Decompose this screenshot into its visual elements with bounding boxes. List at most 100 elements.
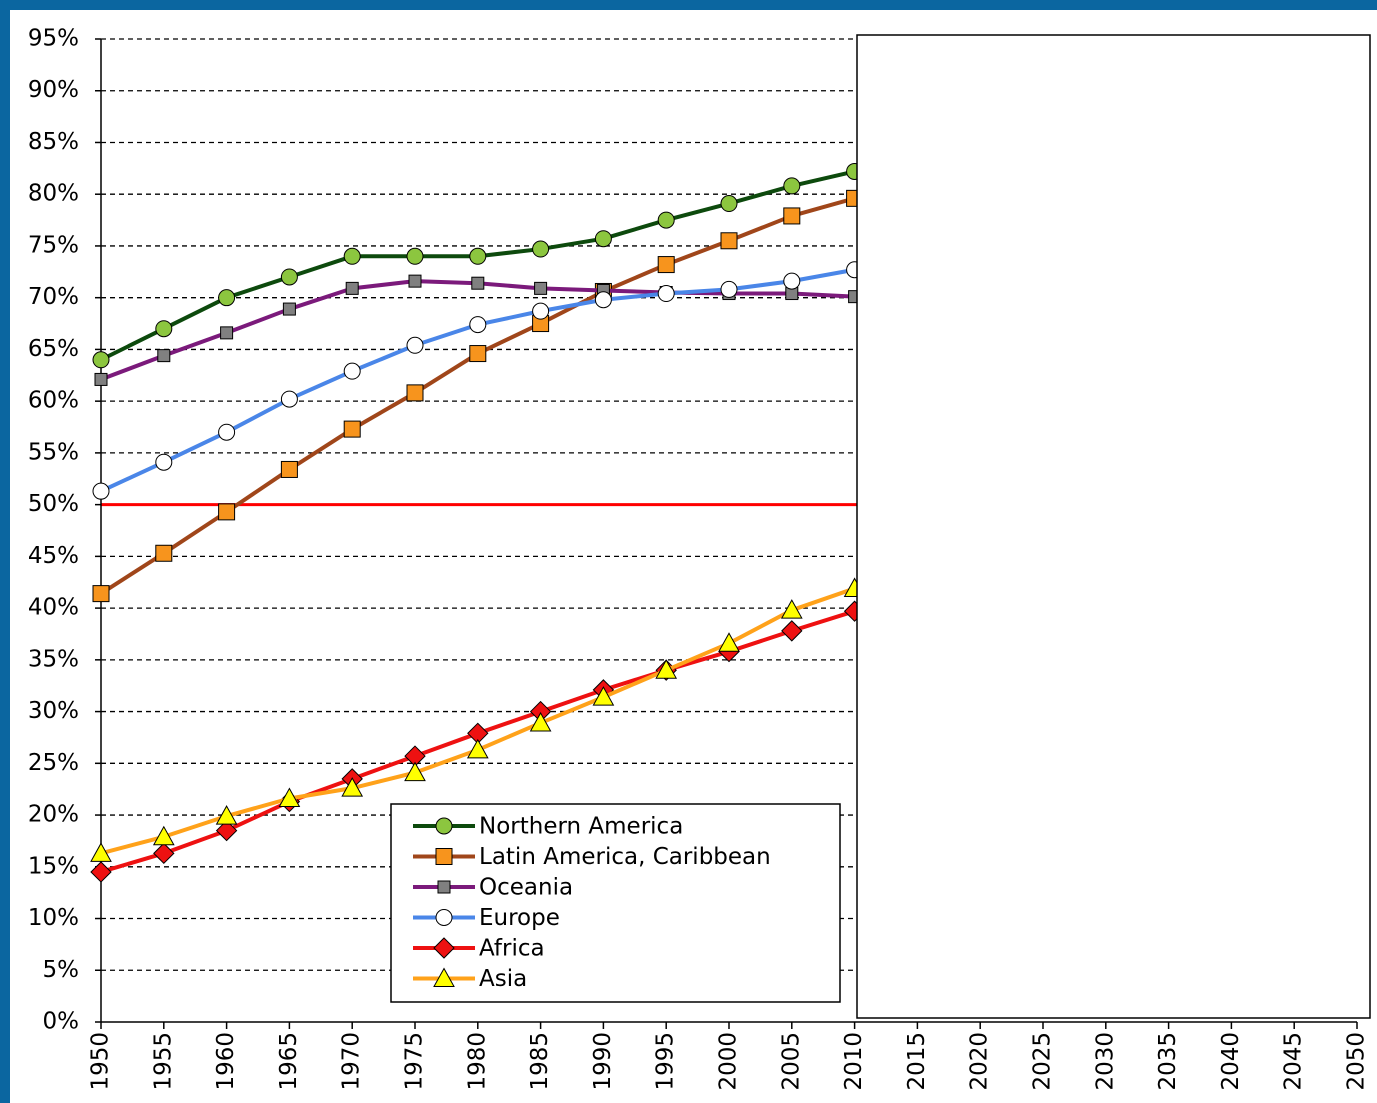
marker: [218, 503, 236, 521]
y-tick-label: 85%: [28, 129, 79, 155]
marker: [534, 281, 548, 295]
marker: [781, 620, 803, 642]
marker: [469, 345, 487, 363]
marker: [406, 384, 424, 402]
y-tick-label: 35%: [28, 646, 79, 672]
marker: [657, 285, 675, 303]
marker: [215, 819, 238, 842]
y-tick-label: 50%: [28, 491, 79, 517]
marker: [280, 460, 298, 478]
y-tick-label: 95%: [28, 26, 79, 52]
marker: [532, 302, 550, 320]
y-tick-label: 25%: [28, 750, 79, 776]
marker: [341, 777, 364, 797]
x-tick-label: 1985: [527, 1032, 553, 1091]
marker: [218, 289, 236, 307]
x-tick-label: 1995: [653, 1032, 679, 1091]
legend-marker: [433, 937, 455, 959]
legend: Northern America Latin America, Caribbean…: [390, 803, 841, 1003]
marker: [471, 276, 485, 290]
marker: [783, 272, 801, 290]
marker: [155, 544, 173, 562]
legend-marker: [435, 909, 453, 926]
legend-marker: [437, 880, 451, 894]
y-tick-label: 5%: [43, 957, 80, 983]
legend-marker: [435, 817, 453, 835]
legend-marker: [433, 967, 455, 987]
marker: [280, 390, 298, 408]
marker: [282, 302, 296, 316]
marker: [532, 240, 550, 258]
y-tick-label: 90%: [28, 77, 79, 103]
marker: [720, 195, 738, 213]
marker: [469, 247, 487, 265]
marker: [720, 232, 738, 250]
x-tick-label: 2045: [1281, 1032, 1307, 1091]
x-tick-label: 2000: [716, 1032, 742, 1091]
x-tick-label: 2010: [841, 1032, 867, 1091]
x-tick-label: 2040: [1218, 1032, 1244, 1091]
marker: [783, 177, 801, 195]
marker: [215, 805, 238, 825]
x-tick-label: 1955: [150, 1032, 176, 1091]
x-tick-label: 1990: [590, 1032, 616, 1091]
x-tick-label: 1950: [88, 1032, 114, 1091]
marker: [343, 420, 361, 438]
marker: [92, 585, 110, 603]
x-tick-label: 2015: [904, 1032, 930, 1091]
y-tick-label: 0%: [43, 1009, 80, 1035]
marker: [720, 280, 738, 298]
marker: [529, 711, 552, 732]
marker: [594, 230, 612, 248]
marker: [153, 842, 175, 865]
x-tick-label: 1965: [276, 1032, 302, 1091]
x-tick-label: 2005: [778, 1032, 804, 1091]
marker: [94, 372, 108, 386]
marker: [469, 316, 487, 334]
y-tick-label: 60%: [28, 388, 79, 414]
y-tick-label: 80%: [28, 181, 79, 207]
marker: [152, 825, 175, 846]
legend-label: Europe: [479, 905, 560, 931]
marker: [155, 453, 173, 471]
x-tick-label: 1960: [213, 1032, 239, 1091]
marker: [783, 207, 801, 225]
legend-box: [390, 803, 841, 1003]
marker: [466, 738, 489, 759]
y-tick-label: 10%: [28, 905, 79, 931]
legend-label: Asia: [479, 966, 527, 992]
marker: [343, 362, 361, 380]
y-tick-label: 75%: [28, 232, 79, 258]
overlay-panel: [856, 34, 1371, 1019]
y-tick-label: 20%: [28, 802, 79, 828]
x-tick-label: 1975: [402, 1032, 428, 1091]
marker: [594, 291, 612, 309]
y-tick-label: 45%: [28, 543, 79, 569]
marker: [280, 268, 298, 286]
y-tick-label: 15%: [28, 853, 79, 879]
marker: [718, 632, 740, 652]
x-tick-label: 1970: [339, 1032, 365, 1091]
marker: [90, 842, 112, 862]
legend-label: Latin America, Caribbean: [479, 844, 771, 870]
marker: [92, 351, 110, 369]
x-tick-label: 2025: [1030, 1032, 1056, 1091]
marker: [657, 256, 675, 274]
marker: [157, 349, 171, 363]
marker: [657, 211, 675, 229]
legend-label: Africa: [479, 936, 545, 962]
marker: [780, 599, 803, 619]
marker: [278, 787, 301, 807]
y-tick-label: 40%: [28, 595, 79, 621]
marker: [343, 247, 361, 265]
marker: [404, 761, 426, 782]
marker: [90, 861, 112, 883]
marker: [655, 659, 678, 679]
x-tick-label: 2035: [1155, 1032, 1181, 1091]
marker: [220, 326, 234, 340]
marker: [218, 423, 236, 441]
y-tick-label: 55%: [28, 439, 79, 465]
marker: [92, 482, 110, 500]
